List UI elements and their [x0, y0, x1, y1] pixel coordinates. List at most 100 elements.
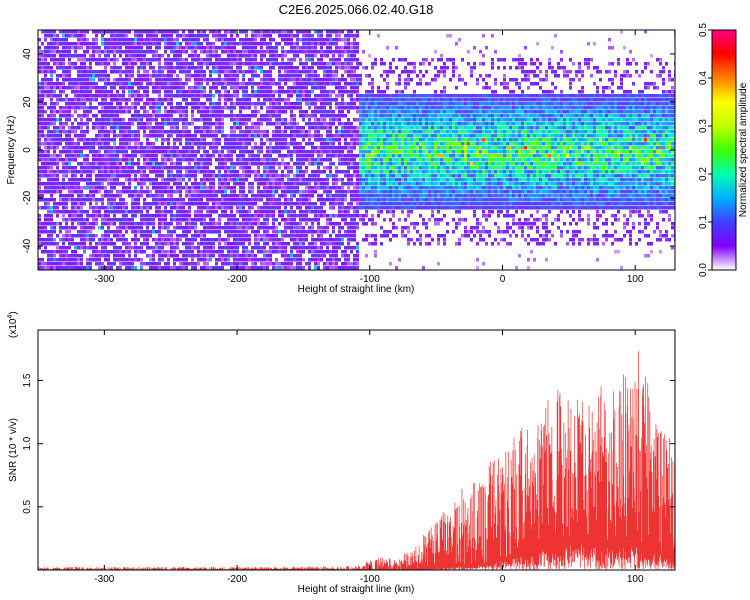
heatmap-cell [47, 182, 50, 186]
heatmap-cell [80, 62, 83, 66]
heatmap-cell [77, 138, 80, 142]
heatmap-cell [131, 118, 134, 122]
heatmap-cell [263, 250, 266, 254]
heatmap-cell [110, 46, 113, 50]
heatmap-cell [173, 214, 176, 218]
heatmap-cell [218, 94, 221, 98]
heatmap-cell [257, 30, 260, 34]
heatmap-cell [332, 266, 335, 270]
heatmap-cell [44, 226, 47, 230]
heatmap-cell [230, 110, 233, 114]
heatmap-cell [188, 210, 191, 214]
heatmap-cell [212, 154, 215, 158]
heatmap-cell [284, 186, 287, 190]
heatmap-cell [167, 166, 170, 170]
heatmap-cell [245, 70, 248, 74]
heatmap-cell [116, 46, 119, 50]
heatmap-cell [68, 226, 71, 230]
heatmap-cell [209, 242, 212, 246]
heatmap-cell [293, 254, 296, 258]
heatmap-cell [245, 266, 248, 270]
heatmap-cell [143, 190, 146, 194]
heatmap-cell [197, 90, 200, 94]
heatmap-cell [224, 178, 227, 182]
heatmap-cell [104, 154, 107, 158]
heatmap-cell [170, 230, 173, 234]
heatmap-cell [251, 198, 254, 202]
heatmap-cell [41, 86, 44, 90]
heatmap-cell [107, 74, 110, 78]
heatmap-cell [125, 62, 128, 66]
heatmap-cell [59, 190, 62, 194]
heatmap-cell [47, 134, 50, 138]
heatmap-cell [338, 230, 341, 234]
heatmap-cell [149, 254, 152, 258]
heatmap-cell [185, 174, 188, 178]
heatmap-cell [152, 134, 155, 138]
heatmap-cell [287, 142, 290, 146]
heatmap-cell [101, 214, 104, 218]
heatmap-cell [41, 30, 44, 34]
heatmap-cell [131, 246, 134, 250]
heatmap-cell [68, 198, 71, 202]
heatmap-cell [74, 126, 77, 130]
heatmap-cell [146, 46, 149, 50]
heatmap-cell [266, 194, 269, 198]
heatmap-cell [107, 58, 110, 62]
heatmap-cell [158, 202, 161, 206]
heatmap-cell [134, 198, 137, 202]
heatmap-cell [134, 62, 137, 66]
heatmap-cell [206, 62, 209, 66]
heatmap-cell [311, 66, 314, 70]
heatmap-cell [215, 138, 218, 142]
heatmap-cell [179, 222, 182, 226]
heatmap-cell [329, 186, 332, 190]
heatmap-cell [275, 102, 278, 106]
heatmap-cell [113, 234, 116, 238]
heatmap-cell [305, 198, 308, 202]
heatmap-cell [308, 202, 311, 206]
heatmap-cell [92, 114, 95, 118]
heatmap-cell [341, 54, 344, 58]
heatmap-cell [167, 34, 170, 38]
heatmap-cell [311, 38, 314, 42]
heatmap-cell [329, 150, 332, 154]
heatmap-cell [239, 230, 242, 234]
heatmap-cell [206, 106, 209, 110]
heatmap-cell [323, 74, 326, 78]
heatmap-cell [233, 134, 236, 138]
heatmap-cell [98, 182, 101, 186]
heatmap-cell [209, 178, 212, 182]
heatmap-cell [209, 266, 212, 270]
heatmap-cell [281, 74, 284, 78]
heatmap-cell [206, 210, 209, 214]
heatmap-cell [335, 30, 338, 34]
heatmap-cell [116, 166, 119, 170]
heatmap-cell [119, 118, 122, 122]
heatmap-cell [224, 146, 227, 150]
heatmap-cell [329, 50, 332, 54]
heatmap-cell [191, 106, 194, 110]
heatmap-cell [230, 34, 233, 38]
heatmap-cell [53, 178, 56, 182]
heatmap-cell [305, 238, 308, 242]
heatmap-cell [170, 146, 173, 150]
heatmap-cell [137, 150, 140, 154]
heatmap-cell [119, 190, 122, 194]
heatmap-cell [200, 110, 203, 114]
heatmap-cell [236, 234, 239, 238]
heatmap-cell [227, 222, 230, 226]
heatmap-cell [92, 166, 95, 170]
heatmap-cell [212, 78, 215, 82]
heatmap-cell [314, 202, 317, 206]
heatmap-cell [38, 134, 41, 138]
heatmap-cell [218, 130, 221, 134]
heatmap-cell [146, 242, 149, 246]
heatmap-cell [182, 146, 185, 150]
heatmap-cell [164, 234, 167, 238]
heatmap-cell [266, 86, 269, 90]
heatmap-cell [113, 86, 116, 90]
heatmap-cell [206, 226, 209, 230]
heatmap-cell [176, 78, 179, 82]
heatmap-cell [53, 242, 56, 246]
